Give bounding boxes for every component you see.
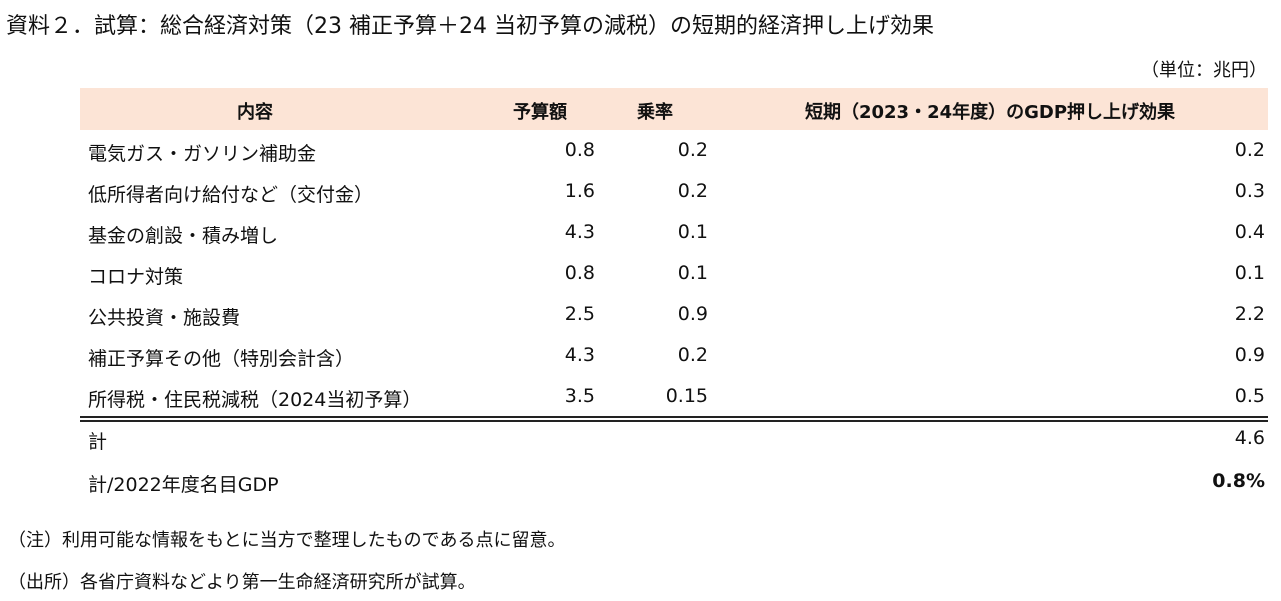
double-rule (80, 416, 1268, 422)
header-background (80, 88, 1268, 130)
title: 資料２．試算：総合経済対策（23 補正予算＋24 当初予算の減税）の短期的経済押… (6, 14, 934, 39)
row-label: 補正予算その他（特別会計含） (88, 348, 355, 370)
row-label: 所得税・住民税減税（2024当初予算） (88, 389, 422, 411)
cell-value: 0.1 (1234, 262, 1265, 284)
column-header: 乗率 (637, 102, 673, 123)
cell-value: 0.9 (1234, 344, 1265, 366)
cell-value: 3.5 (564, 385, 595, 407)
cell-value: 4.3 (564, 221, 595, 243)
cell-value: 0.5 (1234, 385, 1265, 407)
column-header: 予算額 (513, 102, 567, 123)
cell-value: 0.2 (677, 344, 708, 366)
cell-value: 0.1 (677, 221, 708, 243)
unit: （単位：兆円） (1141, 60, 1267, 81)
cell-value: 0.9 (677, 303, 708, 325)
total-value: 4.6 (1234, 427, 1265, 449)
cell-value: 0.15 (665, 385, 708, 407)
total-label: 計 (88, 431, 108, 453)
cell-value: 0.8 (564, 262, 595, 284)
row-label: 公共投資・施設費 (88, 307, 241, 329)
note: （出所）各省庁資料などより第一生命経済研究所が試算。 (8, 572, 476, 593)
cell-value: 0.1 (677, 262, 708, 284)
cell-value: 0.8 (564, 139, 595, 161)
note: （注）利用可能な情報をもとに当方で整理したものである点に留意。 (8, 530, 566, 551)
cell-value: 0.2 (677, 139, 708, 161)
cell-value: 2.2 (1234, 303, 1265, 325)
cell-value: 0.2 (1234, 139, 1265, 161)
total-label: 計/2022年度名目GDP (88, 474, 279, 496)
cell-value: 1.6 (564, 180, 595, 202)
cell-value: 2.5 (564, 303, 595, 325)
column-header: 短期（2023・24年度）のGDP押し上げ効果 (804, 102, 1176, 123)
total-value: 0.8% (1212, 470, 1265, 492)
cell-value: 0.3 (1234, 180, 1265, 202)
row-label: 基金の創設・積み増し (88, 225, 279, 247)
cell-value: 4.3 (564, 344, 595, 366)
column-header: 内容 (237, 102, 273, 123)
row-label: コロナ対策 (88, 266, 184, 288)
row-label: 低所得者向け給付など（交付金） (88, 184, 374, 206)
cell-value: 0.2 (677, 180, 708, 202)
cell-value: 0.4 (1234, 221, 1265, 243)
row-label: 電気ガス・ガソリン補助金 (88, 143, 317, 165)
